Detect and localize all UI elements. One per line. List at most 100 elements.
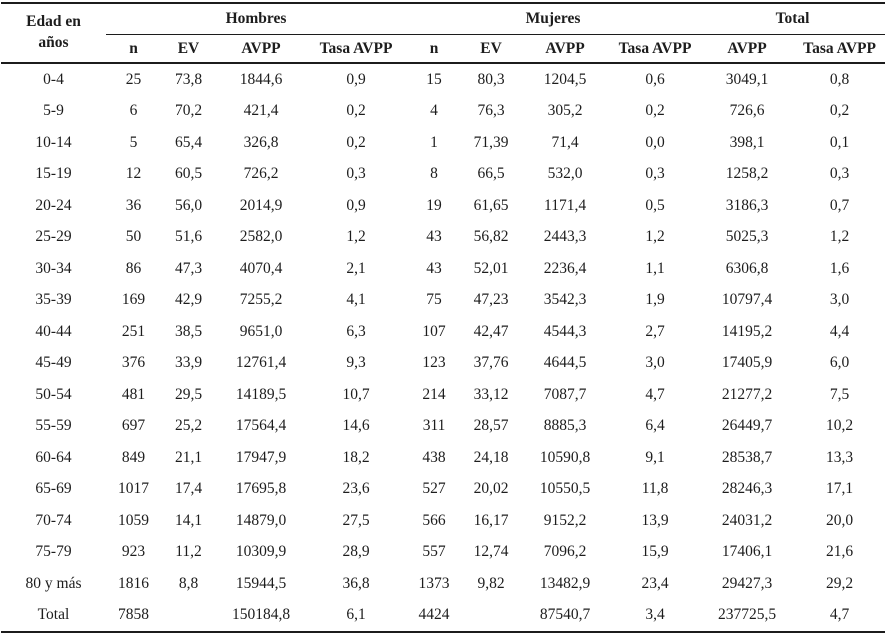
table-row: 75-79 923 11,2 10309,9 28,9 557 12,74 7096,2 15,… xyxy=(1,537,885,569)
value-cell: 15 xyxy=(426,70,442,88)
value-cell: 56,0 xyxy=(174,196,203,214)
column-header-hombres-n: n xyxy=(106,34,161,64)
age-group-cell: 20-24 xyxy=(35,196,72,214)
value-cell: 2,7 xyxy=(645,322,665,340)
value-cell: 43 xyxy=(426,259,442,277)
value-cell: 17564,4 xyxy=(235,417,287,435)
age-group-cell: 75-79 xyxy=(35,543,72,561)
value-cell: 1,1 xyxy=(645,259,665,277)
table-row: 40-44 251 38,5 9651,0 6,3 107 42,47 4544,3 2,7 14… xyxy=(1,316,885,348)
value-cell: 7255,2 xyxy=(239,291,283,309)
value-cell: 15944,5 xyxy=(235,574,287,592)
table-row: 5-9 6 70,2 421,4 0,2 4 76,3 305,2 0,2 726,6 0,2 xyxy=(1,96,885,128)
value-cell: 13482,9 xyxy=(539,574,591,592)
value-cell: 17947,9 xyxy=(235,448,287,466)
value-cell: 532,0 xyxy=(547,165,583,183)
age-group-cell: 60-64 xyxy=(35,448,72,466)
value-cell: 527 xyxy=(422,480,446,498)
value-cell: 481 xyxy=(121,385,146,403)
value-cell: 29,5 xyxy=(174,385,203,403)
value-cell: 169 xyxy=(121,291,146,309)
value-cell: 3,4 xyxy=(645,606,665,624)
value-cell: 37,76 xyxy=(473,354,509,372)
value-cell: 14195,2 xyxy=(721,322,773,340)
value-cell: 60,5 xyxy=(174,165,203,183)
value-cell: 87540,7 xyxy=(539,606,591,624)
value-cell: 33,12 xyxy=(473,385,509,403)
value-cell: 214 xyxy=(422,385,446,403)
table-total-row: Total 7858 150184,8 6,1 4424 87540,7 3,4 237725… xyxy=(1,600,885,633)
value-cell: 28246,3 xyxy=(721,480,773,498)
value-cell: 107 xyxy=(422,322,446,340)
value-cell: 1171,4 xyxy=(544,196,587,214)
value-cell: 14879,0 xyxy=(235,511,287,529)
value-cell: 7,5 xyxy=(829,385,850,403)
value-cell: 29,2 xyxy=(825,574,854,592)
value-cell: 28538,7 xyxy=(721,448,773,466)
value-cell: 18,2 xyxy=(342,448,370,466)
table-row: 70-74 1059 14,1 14879,0 27,5 566 16,17 9152,2 13… xyxy=(1,505,885,537)
value-cell: 8 xyxy=(430,165,438,183)
value-cell: 123 xyxy=(422,354,446,372)
value-cell: 9,82 xyxy=(477,574,505,592)
value-cell: 1,2 xyxy=(829,228,850,246)
value-cell: 76,3 xyxy=(477,102,505,120)
group-header-row: Edad en años Hombres Mujeres Total xyxy=(1,3,886,64)
value-cell: 19 xyxy=(426,196,442,214)
value-cell: 0,9 xyxy=(346,70,366,88)
value-cell: 1373 xyxy=(418,574,450,592)
value-cell: 726,6 xyxy=(729,102,765,120)
age-group-cell: 50-54 xyxy=(35,385,72,403)
value-cell: 17406,1 xyxy=(721,543,773,561)
value-cell: 5025,3 xyxy=(725,228,769,246)
value-cell: 5 xyxy=(129,133,138,151)
value-cell: 52,01 xyxy=(473,259,509,277)
value-cell: 0,3 xyxy=(346,165,366,183)
age-group-cell: 0-4 xyxy=(43,70,64,88)
value-cell: 566 xyxy=(422,511,446,529)
value-cell: 0,8 xyxy=(829,70,850,88)
value-cell: 36,8 xyxy=(342,574,370,592)
value-cell: 0,3 xyxy=(829,165,850,183)
value-cell: 3186,3 xyxy=(725,196,769,214)
value-cell: 56,82 xyxy=(473,228,509,246)
value-cell: 3,0 xyxy=(645,354,665,372)
table-row: 65-69 1017 17,4 17695,8 23,6 527 20,02 10550,5 1… xyxy=(1,474,885,506)
value-cell: 28,9 xyxy=(342,543,370,561)
value-cell: 14189,5 xyxy=(235,385,287,403)
value-cell: 23,6 xyxy=(342,480,370,498)
value-cell: 10590,8 xyxy=(539,448,591,466)
value-cell: 421,4 xyxy=(243,102,279,120)
value-cell: 4070,4 xyxy=(239,259,283,277)
value-cell: 7087,7 xyxy=(543,385,587,403)
value-cell: 4,4 xyxy=(829,322,850,340)
value-cell: 251 xyxy=(121,322,146,340)
value-cell: 1 xyxy=(430,133,438,151)
column-header-mujeres-tasa-avpp: Tasa AVPP xyxy=(610,34,701,64)
value-cell: 8885,3 xyxy=(543,417,587,435)
value-cell: 3,0 xyxy=(829,291,850,309)
value-cell: 33,9 xyxy=(174,354,203,372)
value-cell: 2,1 xyxy=(346,259,366,277)
value-cell: 47,3 xyxy=(174,259,203,277)
value-cell: 51,6 xyxy=(174,228,203,246)
value-cell: 0,1 xyxy=(829,133,850,151)
value-cell: 23,4 xyxy=(641,574,669,592)
value-cell: 1,2 xyxy=(346,228,366,246)
column-header-total-tasa-avpp: Tasa AVPP xyxy=(794,34,886,64)
value-cell: 10550,5 xyxy=(539,480,591,498)
value-cell: 4 xyxy=(430,102,438,120)
value-cell: 9,3 xyxy=(346,354,366,372)
age-group-cell: 5-9 xyxy=(43,102,64,120)
value-cell xyxy=(462,600,520,633)
value-cell: 237725,5 xyxy=(717,606,777,624)
value-cell: 2443,3 xyxy=(543,228,587,246)
age-group-cell: 15-19 xyxy=(35,165,72,183)
age-group-cell: 40-44 xyxy=(35,322,72,340)
value-cell: 9152,2 xyxy=(543,511,587,529)
value-cell: 1844,6 xyxy=(239,70,283,88)
value-cell: 10,7 xyxy=(342,385,370,403)
value-cell: 726,2 xyxy=(243,165,279,183)
value-cell: 10797,4 xyxy=(721,291,773,309)
age-group-cell: 25-29 xyxy=(35,228,72,246)
